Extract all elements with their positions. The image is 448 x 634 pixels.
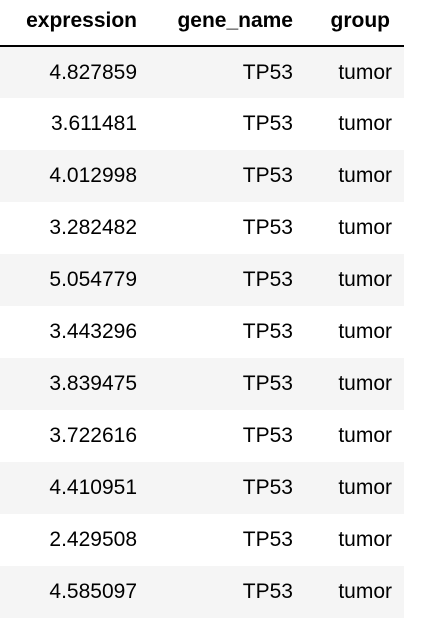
cell-gene-name: TP53 — [242, 476, 293, 499]
cell-group: tumor — [338, 528, 392, 551]
table-row: 4.585097 TP53 tumor — [0, 566, 404, 618]
column-header-gene-name: gene_name — [149, 0, 305, 47]
dataframe-table-container: expression gene_name group 4.827859 TP53… — [0, 0, 404, 618]
cell-group: tumor — [338, 320, 392, 343]
table-row: 3.282482 TP53 tumor — [0, 202, 404, 254]
table-row: 4.012998 TP53 tumor — [0, 150, 404, 202]
cell-expression: 4.012998 — [49, 164, 137, 187]
cell-group: tumor — [338, 60, 392, 84]
cell-group: tumor — [338, 476, 392, 499]
cell-expression: 4.827859 — [49, 60, 137, 84]
cell-group: tumor — [338, 164, 392, 187]
table-row: 3.611481 TP53 tumor — [0, 98, 404, 150]
table-row: 3.722616 TP53 tumor — [0, 410, 404, 462]
table-row: 5.054779 TP53 tumor — [0, 254, 404, 306]
cell-group: tumor — [338, 372, 392, 395]
cell-expression: 3.282482 — [49, 216, 137, 239]
cell-gene-name: TP53 — [242, 320, 293, 343]
cell-gene-name: TP53 — [242, 268, 293, 291]
cell-gene-name: TP53 — [242, 424, 293, 447]
cell-gene-name: TP53 — [242, 164, 293, 187]
cell-expression: 3.611481 — [50, 112, 137, 135]
cell-expression: 4.585097 — [49, 580, 137, 603]
cell-expression: 3.722616 — [49, 424, 137, 447]
cell-gene-name: TP53 — [242, 580, 293, 603]
cell-gene-name: TP53 — [242, 216, 293, 239]
dataframe-table: expression gene_name group 4.827859 TP53… — [0, 0, 404, 618]
cell-gene-name: TP53 — [242, 528, 293, 551]
cell-group: tumor — [338, 580, 392, 603]
table-row: 4.827859 TP53 tumor — [0, 46, 404, 98]
cell-group: tumor — [338, 112, 392, 135]
cell-expression: 4.410951 — [49, 476, 137, 499]
column-header-expression: expression — [0, 0, 149, 47]
table-row: 4.410951 TP53 tumor — [0, 462, 404, 514]
cell-gene-name: TP53 — [242, 112, 293, 135]
cell-group: tumor — [338, 424, 392, 447]
cell-expression: 3.443296 — [49, 320, 137, 343]
table-row: 3.443296 TP53 tumor — [0, 306, 404, 358]
cell-expression: 2.429508 — [49, 528, 137, 551]
cell-gene-name: TP53 — [242, 60, 293, 84]
cell-group: tumor — [338, 216, 392, 239]
column-header-group: group — [305, 0, 404, 47]
cell-expression: 3.839475 — [49, 372, 137, 395]
cell-expression: 5.054779 — [49, 268, 137, 291]
cell-gene-name: TP53 — [242, 372, 293, 395]
table-row: 2.429508 TP53 tumor — [0, 514, 404, 566]
table-row: 3.839475 TP53 tumor — [0, 358, 404, 410]
cell-group: tumor — [338, 268, 392, 291]
table-header-row: expression gene_name group — [0, 0, 404, 47]
